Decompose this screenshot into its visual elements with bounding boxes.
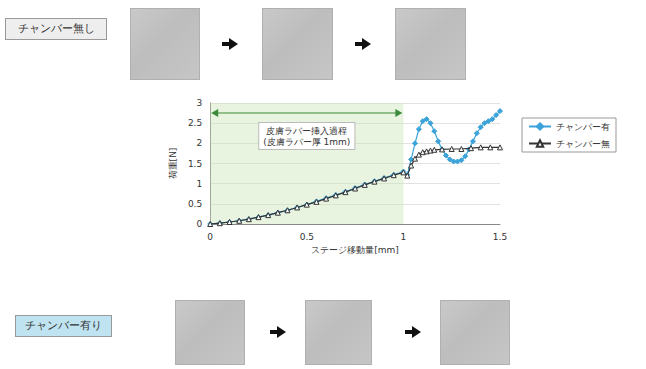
svg-text:0: 0 [196,219,202,229]
svg-text:1: 1 [196,179,202,189]
svg-text:(皮膚ラバー厚 1mm): (皮膚ラバー厚 1mm) [263,137,350,147]
svg-text:チャンバー有: チャンバー有 [556,122,610,132]
html-text:チャンバー無し: チャンバー無し [17,22,95,35]
svg-text:荷重[N]: 荷重[N] [168,148,178,180]
svg-text:1.5: 1.5 [493,232,507,242]
svg-text:1.5: 1.5 [188,159,202,169]
svg-text:チャンバー無: チャンバー無 [556,139,610,149]
svg-text:0: 0 [207,232,213,242]
svg-text:1: 1 [401,232,407,242]
svg-text:皮膚ラバー挿入過程: 皮膚ラバー挿入過程 [266,126,347,136]
svg-text:ステージ移動量[mm]: ステージ移動量[mm] [311,245,399,255]
svg-text:3: 3 [196,98,202,108]
svg-text:2: 2 [196,138,202,148]
html-text:チャンバー有り: チャンバー有り [25,319,102,332]
svg-text:2.5: 2.5 [188,118,202,128]
svg-text:0.5: 0.5 [300,232,314,242]
svg-text:0.5: 0.5 [188,199,202,209]
